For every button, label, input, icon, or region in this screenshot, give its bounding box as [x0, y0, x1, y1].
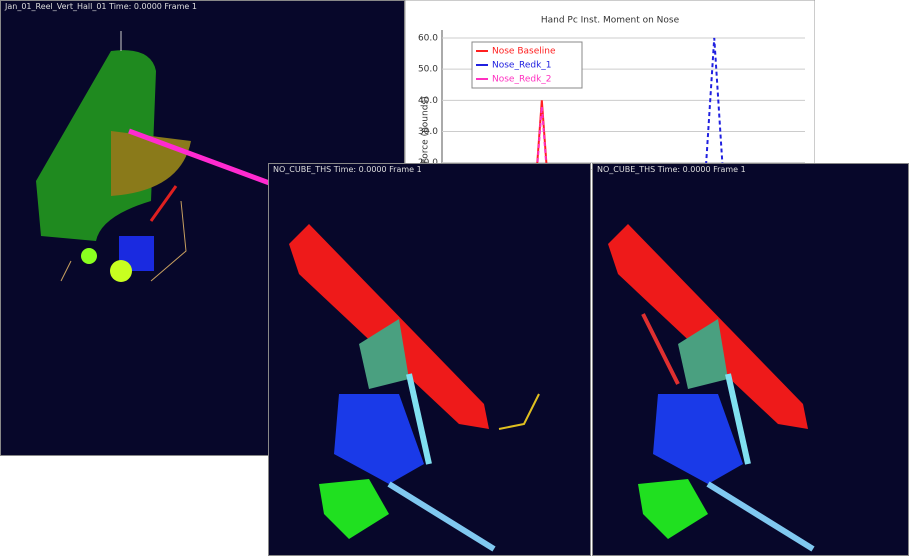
y-tick-label: 40.0 — [418, 96, 438, 106]
viewport-title: NO_CUBE_THS Time: 0.0000 Frame 1 — [273, 165, 422, 174]
chart-title: Hand Pc Inst. Moment on Nose — [541, 16, 680, 26]
middle-viewport: NO_CUBE_THS Time: 0.0000 Frame 1 — [268, 163, 591, 556]
legend-label: Nose_Redk_2 — [492, 75, 552, 85]
viewport-title: NO_CUBE_THS Time: 0.0000 Frame 1 — [597, 165, 746, 174]
page: Hand Pc Inst. Moment on Nose Force (poun… — [0, 0, 909, 556]
viewport-title: Jan_01_Reel_Vert_Hall_01 Time: 0.0000 Fr… — [5, 2, 197, 11]
y-tick-label: 30.0 — [418, 127, 438, 137]
y-tick-label: 60.0 — [418, 34, 438, 44]
model-view — [269, 164, 591, 556]
chart-bg — [405, 0, 815, 170]
legend-label: Nose_Redk_1 — [492, 61, 552, 71]
y-tick-label: 50.0 — [418, 65, 438, 75]
legend-label: Nose Baseline — [492, 47, 556, 57]
right-viewport: NO_CUBE_THS Time: 0.0000 Frame 1 — [592, 163, 909, 556]
model-view — [593, 164, 909, 556]
